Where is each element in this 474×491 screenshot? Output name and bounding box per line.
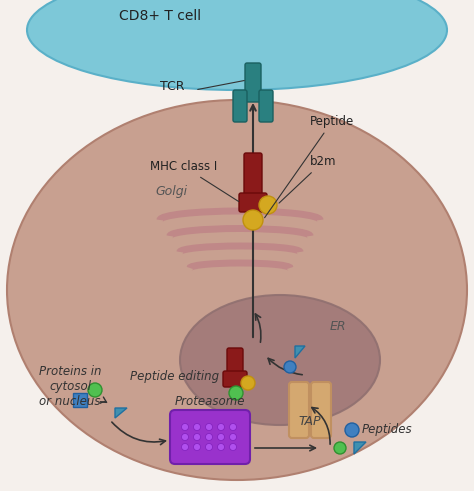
Circle shape: [206, 434, 212, 440]
Text: TAP: TAP: [299, 415, 321, 428]
Circle shape: [241, 376, 255, 390]
Circle shape: [218, 424, 225, 431]
Circle shape: [218, 434, 225, 440]
Text: CD8+ T cell: CD8+ T cell: [119, 9, 201, 23]
Bar: [73, 393, 87, 407]
Ellipse shape: [27, 0, 447, 90]
Circle shape: [182, 443, 189, 451]
Text: Proteins in
cytosol
or nucleus: Proteins in cytosol or nucleus: [39, 365, 101, 408]
Circle shape: [206, 443, 212, 451]
Circle shape: [206, 424, 212, 431]
Circle shape: [88, 383, 102, 397]
FancyBboxPatch shape: [233, 90, 247, 122]
Circle shape: [193, 434, 201, 440]
Ellipse shape: [180, 295, 380, 425]
FancyBboxPatch shape: [289, 382, 309, 438]
Polygon shape: [354, 442, 366, 454]
Circle shape: [229, 424, 237, 431]
Text: MHC class I: MHC class I: [150, 160, 238, 201]
FancyBboxPatch shape: [259, 90, 273, 122]
Circle shape: [229, 443, 237, 451]
Text: Golgi: Golgi: [155, 185, 187, 198]
Circle shape: [259, 196, 277, 214]
Ellipse shape: [7, 100, 467, 480]
Text: ER: ER: [330, 320, 346, 333]
Circle shape: [243, 210, 263, 230]
Circle shape: [334, 442, 346, 454]
Text: TCR: TCR: [161, 80, 185, 93]
FancyBboxPatch shape: [227, 348, 243, 377]
Circle shape: [218, 443, 225, 451]
Circle shape: [284, 361, 296, 373]
Polygon shape: [295, 346, 305, 358]
FancyBboxPatch shape: [244, 153, 262, 202]
Text: b2m: b2m: [279, 155, 337, 203]
Circle shape: [193, 424, 201, 431]
FancyBboxPatch shape: [311, 382, 331, 438]
FancyBboxPatch shape: [245, 63, 261, 102]
FancyBboxPatch shape: [239, 193, 267, 212]
Text: Peptide editing: Peptide editing: [130, 370, 219, 383]
Polygon shape: [115, 408, 127, 418]
Circle shape: [182, 424, 189, 431]
Circle shape: [193, 443, 201, 451]
Circle shape: [182, 434, 189, 440]
FancyBboxPatch shape: [223, 371, 247, 387]
Text: Peptides: Peptides: [362, 424, 413, 436]
Circle shape: [345, 423, 359, 437]
FancyBboxPatch shape: [170, 410, 250, 464]
Text: Peptide: Peptide: [264, 115, 354, 218]
Text: Proteasome: Proteasome: [175, 395, 245, 408]
Circle shape: [229, 386, 243, 400]
Circle shape: [229, 434, 237, 440]
